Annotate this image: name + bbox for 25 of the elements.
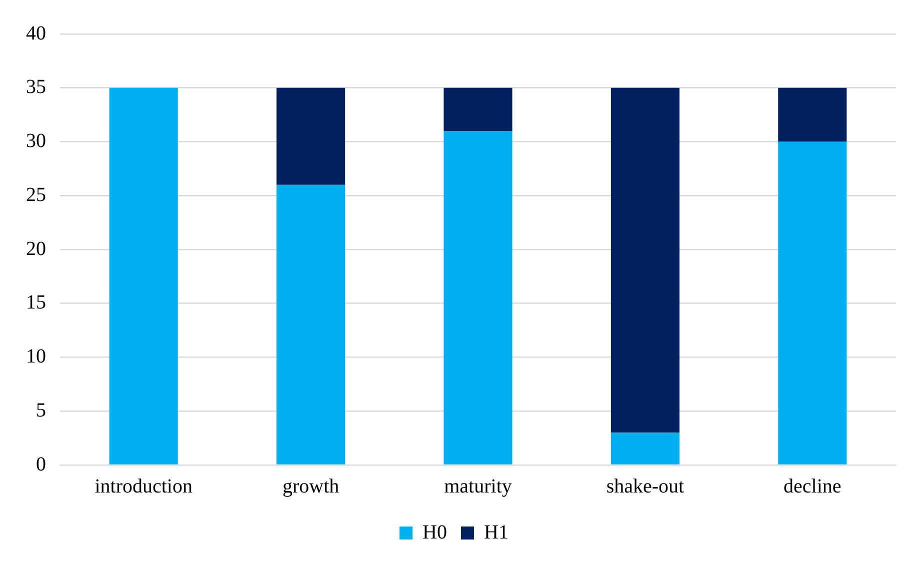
bar (276, 184, 346, 464)
bar (778, 142, 847, 464)
bar (444, 88, 512, 131)
x-tick-label: decline (784, 475, 842, 498)
x-tick-label: introduction (94, 475, 192, 498)
bar (778, 88, 847, 142)
legend-label: H1 (484, 521, 508, 544)
legend-label: H0 (422, 521, 448, 544)
y-tick-label: 40 (26, 22, 46, 44)
bar (444, 130, 512, 464)
bar (276, 88, 346, 185)
y-tick-label: 20 (26, 238, 46, 260)
x-tick-label: shake-out (606, 475, 685, 498)
y-tick-label: 5 (36, 399, 46, 422)
y-tick-label: 15 (26, 292, 46, 314)
bar (610, 432, 680, 464)
x-tick-label: growth (282, 475, 340, 498)
y-tick-label: 10 (26, 346, 46, 368)
y-tick-label: 30 (26, 130, 46, 152)
y-tick-label: 0 (36, 453, 46, 476)
x-tick-label: maturity (444, 475, 512, 498)
bar (109, 88, 178, 464)
bar (610, 88, 680, 433)
y-tick-label: 25 (26, 184, 46, 206)
y-tick-label: 35 (26, 76, 46, 98)
